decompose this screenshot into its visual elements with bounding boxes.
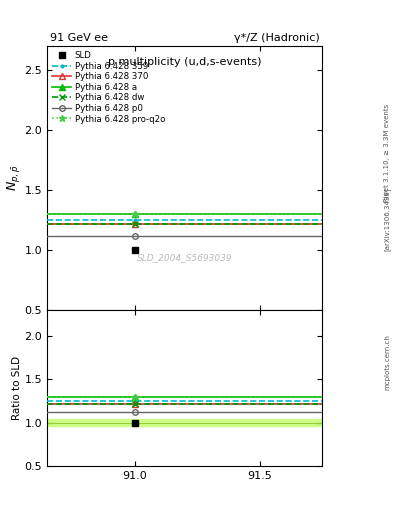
Text: [arXiv:1306.3436]: [arXiv:1306.3436] (384, 187, 391, 251)
Text: mcplots.cern.ch: mcplots.cern.ch (384, 334, 390, 390)
Y-axis label: Ratio to SLD: Ratio to SLD (12, 356, 22, 420)
Text: p multiplicity (u,d,s-events): p multiplicity (u,d,s-events) (108, 57, 261, 67)
Y-axis label: $N_{p,\bar{p}}$: $N_{p,\bar{p}}$ (5, 165, 22, 191)
Text: Rivet 3.1.10, ≥ 3.3M events: Rivet 3.1.10, ≥ 3.3M events (384, 103, 390, 202)
Legend: SLD, Pythia 6.428 359, Pythia 6.428 370, Pythia 6.428 a, Pythia 6.428 dw, Pythia: SLD, Pythia 6.428 359, Pythia 6.428 370,… (50, 49, 168, 126)
Text: γ*/Z (Hadronic): γ*/Z (Hadronic) (234, 33, 320, 44)
Bar (47, 419, 322, 426)
Text: SLD_2004_S5693039: SLD_2004_S5693039 (137, 253, 233, 262)
Text: 91 GeV ee: 91 GeV ee (50, 33, 108, 44)
